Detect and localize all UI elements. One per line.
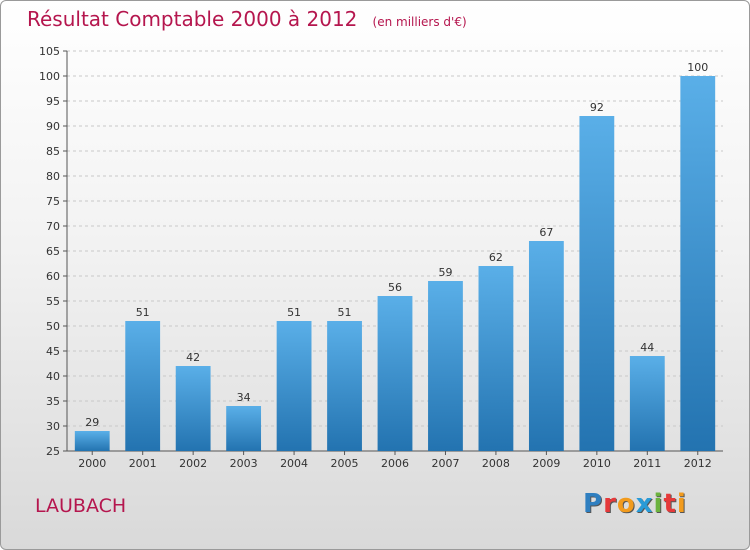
x-tick-label: 2007 — [431, 457, 459, 470]
logo-letter: P — [583, 489, 604, 519]
bar — [74, 431, 110, 451]
data-label: 29 — [85, 416, 99, 429]
logo-letter: r — [603, 489, 617, 519]
y-tick-label: 25 — [46, 445, 60, 458]
logo-letter: i — [676, 489, 687, 519]
y-tick-label: 90 — [46, 120, 60, 133]
x-tick-label: 2009 — [532, 457, 560, 470]
data-label: 42 — [186, 351, 200, 364]
y-tick-label: 40 — [46, 370, 60, 383]
logo-letter: x — [635, 489, 654, 519]
y-tick-label: 45 — [46, 345, 60, 358]
data-label: 56 — [388, 281, 402, 294]
x-tick-label: 2008 — [482, 457, 510, 470]
data-label: 51 — [136, 306, 150, 319]
axis-layer: 25 30 35 40 45 50 55 60 65 70 75 80 85 90 95 100 105 2000… — [39, 45, 723, 470]
y-tick-label: 70 — [46, 220, 60, 233]
logo-letter: i — [653, 489, 664, 519]
bar — [680, 76, 716, 451]
bar — [377, 296, 413, 451]
y-tick-label: 80 — [46, 170, 60, 183]
bar — [226, 406, 262, 451]
data-label: 51 — [287, 306, 301, 319]
bar — [528, 241, 564, 451]
logo-letter: o — [616, 489, 636, 519]
x-tick-label: 2006 — [381, 457, 409, 470]
x-tick-label: 2010 — [583, 457, 611, 470]
chart-title: Résultat Comptable 2000 à 2012 (en milli… — [27, 7, 467, 31]
data-label: 59 — [438, 266, 452, 279]
x-tick-label: 2005 — [331, 457, 359, 470]
y-tick-label: 65 — [46, 245, 60, 258]
y-tick-label: 60 — [46, 270, 60, 283]
data-label: 62 — [489, 251, 503, 264]
bar — [478, 266, 514, 451]
y-tick-label: 100 — [39, 70, 60, 83]
x-tick-label: 2003 — [230, 457, 258, 470]
y-tick-label: 95 — [46, 95, 60, 108]
y-tick-label: 85 — [46, 145, 60, 158]
data-label: 51 — [338, 306, 352, 319]
bar — [428, 281, 463, 451]
y-tick-label: 105 — [39, 45, 60, 58]
commune-name: LAUBACH — [35, 495, 127, 517]
y-tick-label: 55 — [46, 295, 60, 308]
data-label: 44 — [640, 341, 654, 354]
x-tick-label: 2001 — [129, 457, 157, 470]
y-tick-label: 50 — [46, 320, 60, 333]
bar — [579, 116, 615, 451]
chart-title-main: Résultat Comptable 2000 à 2012 — [27, 7, 358, 31]
bar-layer: 29 51 42 34 51 51 56 59 62 67 92 44 100 — [74, 61, 716, 451]
x-tick-label: 2000 — [78, 457, 106, 470]
x-tick-label: 2002 — [179, 457, 207, 470]
data-label: 67 — [539, 226, 553, 239]
bar — [327, 321, 362, 451]
y-tick-label: 35 — [46, 395, 60, 408]
y-tick-label: 75 — [46, 195, 60, 208]
proxiti-logo: Proxiti — [583, 489, 687, 519]
bar — [276, 321, 312, 451]
x-tick-label: 2011 — [633, 457, 661, 470]
y-tick-label: 30 — [46, 420, 60, 433]
bar — [125, 321, 161, 451]
x-tick-label: 2004 — [280, 457, 308, 470]
bar — [629, 356, 665, 451]
bar — [175, 366, 211, 451]
x-tick-label: 2012 — [684, 457, 712, 470]
logo-letter: t — [663, 489, 677, 519]
data-label: 34 — [237, 391, 251, 404]
chart-unit: (en milliers d'€) — [372, 15, 467, 29]
data-label: 92 — [590, 101, 604, 114]
data-label: 100 — [687, 61, 708, 74]
